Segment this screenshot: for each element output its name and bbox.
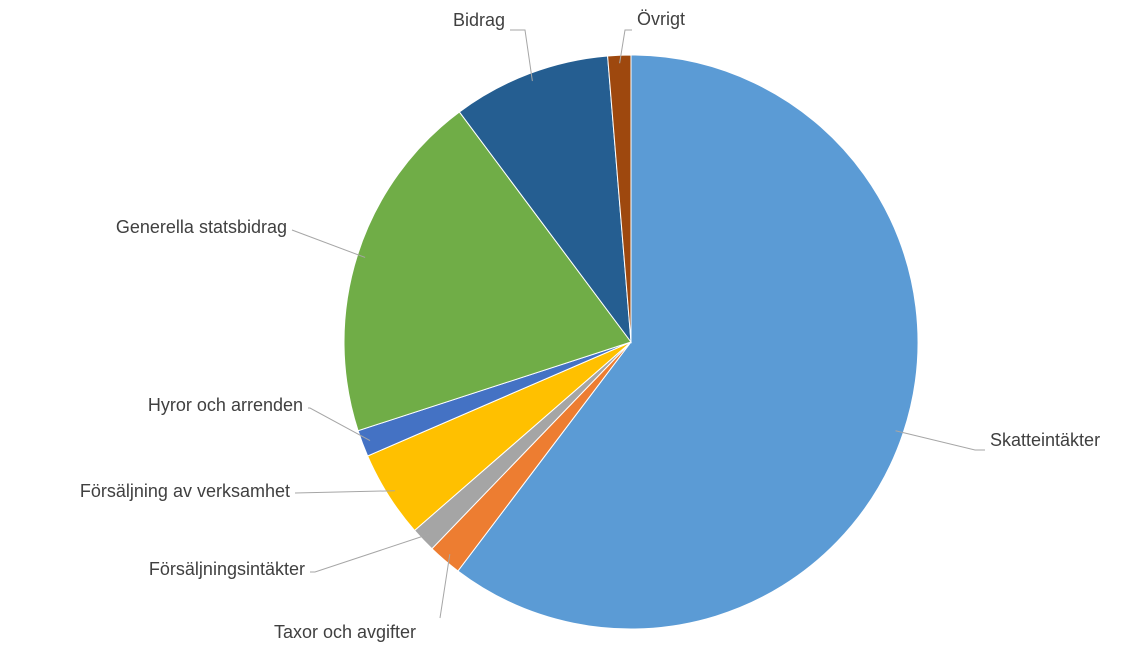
pie xyxy=(343,54,919,630)
slice-label: Bidrag xyxy=(453,10,505,30)
labels: Skatteintäkter Taxor och avgifter Försäljn… xyxy=(80,9,1100,642)
slice-label: Försäljningsintäkter xyxy=(149,559,305,579)
slice-label: Taxor och avgifter xyxy=(274,622,416,642)
leader-line xyxy=(619,29,632,64)
leader-line xyxy=(294,490,395,494)
leader-line xyxy=(310,533,429,573)
pie-slice xyxy=(458,55,632,344)
slice-label: Försäljning av verksamhet xyxy=(80,481,290,501)
pie-slice xyxy=(457,54,919,630)
leader-line xyxy=(308,407,371,442)
leader-line xyxy=(439,554,451,619)
pie-slice xyxy=(607,54,632,343)
slice-label: Hyror och arrenden xyxy=(148,395,303,415)
slice-label: Skatteintäkter xyxy=(990,430,1100,450)
slice-label: Övrigt xyxy=(637,9,685,29)
leader-line xyxy=(895,430,985,451)
leader-line xyxy=(291,229,366,258)
slice-label: Generella statsbidrag xyxy=(116,217,287,237)
leader-line xyxy=(510,29,533,82)
